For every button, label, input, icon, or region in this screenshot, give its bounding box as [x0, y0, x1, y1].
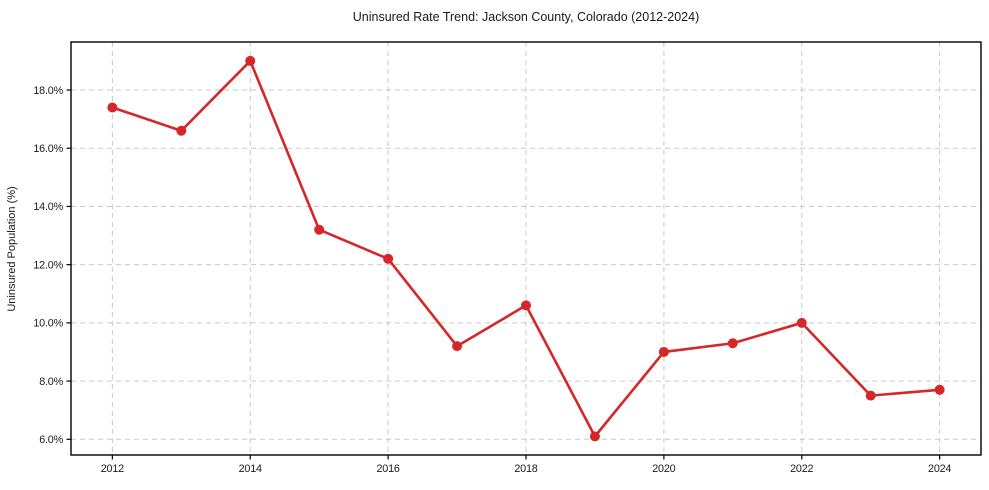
data-point-2023 — [865, 390, 876, 401]
y-tick-label: 16.0% — [33, 143, 63, 155]
data-point-2018 — [521, 300, 531, 311]
data-point-2019 — [589, 431, 600, 442]
x-tick-label: 2020 — [652, 463, 675, 475]
data-point-2022 — [796, 317, 807, 328]
data-point-2024 — [934, 384, 945, 395]
y-tick-label: 6.0% — [39, 434, 63, 446]
x-tick-label: 2022 — [790, 463, 813, 475]
data-point-2013 — [176, 125, 187, 136]
data-point-2014 — [245, 55, 256, 66]
data-point-2016 — [383, 253, 394, 264]
x-tick-label: 2012 — [101, 463, 124, 475]
data-point-2015 — [314, 224, 325, 235]
x-tick-label: 2024 — [928, 463, 951, 475]
y-axis-title: Uninsured Population (%) — [6, 186, 18, 311]
data-point-2020 — [658, 346, 669, 357]
grid-layer — [71, 42, 981, 455]
y-tick-label: 10.0% — [33, 318, 63, 330]
x-tick-label: 2014 — [239, 463, 262, 475]
y-tick-label: 18.0% — [33, 85, 63, 97]
y-tick-label: 12.0% — [33, 259, 63, 271]
x-tick-label: 2016 — [377, 463, 400, 475]
tick-layer: 6.0% 8.0% 10.0% 12.0% 14.0% 16.0% 18.0% 2012 201… — [33, 85, 951, 475]
x-tick-label: 2018 — [514, 463, 537, 475]
series-layer — [107, 55, 945, 442]
data-point-2012 — [107, 102, 118, 113]
data-point-2021 — [727, 338, 738, 349]
y-tick-label: 14.0% — [33, 201, 63, 213]
chart-title: Uninsured Rate Trend: Jackson County, Co… — [353, 10, 700, 24]
plot-border — [70, 41, 982, 456]
y-tick-label: 8.0% — [39, 376, 63, 388]
data-point-2017 — [452, 341, 463, 352]
